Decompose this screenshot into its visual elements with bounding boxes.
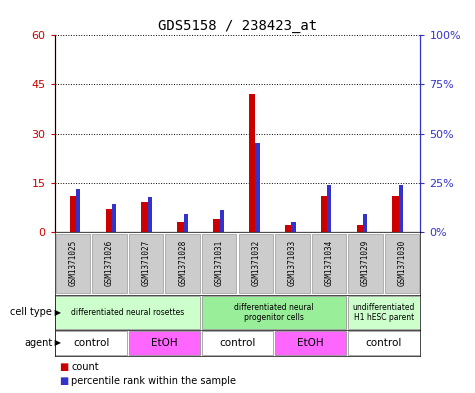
Bar xyxy=(112,204,116,232)
Text: GSM1371027: GSM1371027 xyxy=(142,240,151,286)
Bar xyxy=(291,222,295,232)
Text: GSM1371031: GSM1371031 xyxy=(215,240,224,286)
Bar xyxy=(399,185,403,232)
Bar xyxy=(348,331,419,354)
Bar xyxy=(327,185,332,232)
Bar xyxy=(202,296,346,329)
Bar xyxy=(275,331,346,354)
Bar xyxy=(238,234,273,293)
Bar xyxy=(202,331,273,354)
Bar xyxy=(202,234,237,293)
Title: GDS5158 / 238423_at: GDS5158 / 238423_at xyxy=(158,19,317,33)
Text: control: control xyxy=(219,338,256,348)
Bar xyxy=(184,214,188,232)
Bar xyxy=(275,234,310,293)
Text: control: control xyxy=(73,338,109,348)
Text: ■: ■ xyxy=(59,376,68,386)
Bar xyxy=(312,234,346,293)
Text: differentiated neural
progenitor cells: differentiated neural progenitor cells xyxy=(234,303,314,322)
Bar xyxy=(357,225,363,232)
Bar xyxy=(76,189,80,232)
Text: GSM1371033: GSM1371033 xyxy=(288,240,297,286)
Text: count: count xyxy=(71,362,99,372)
Text: cell type: cell type xyxy=(10,307,52,318)
Bar xyxy=(148,196,152,232)
Bar xyxy=(285,225,291,232)
Text: percentile rank within the sample: percentile rank within the sample xyxy=(71,376,236,386)
Text: control: control xyxy=(366,338,402,348)
Text: GSM1371028: GSM1371028 xyxy=(178,240,187,286)
Text: agent: agent xyxy=(24,338,52,348)
Text: GSM1371029: GSM1371029 xyxy=(361,240,370,286)
Bar xyxy=(249,94,256,232)
Bar xyxy=(177,222,184,232)
Bar xyxy=(56,331,127,354)
Text: ■: ■ xyxy=(59,362,68,372)
Bar xyxy=(56,234,90,293)
Text: EtOH: EtOH xyxy=(297,338,324,348)
Bar xyxy=(142,202,148,232)
Bar xyxy=(129,234,163,293)
Text: GSM1371034: GSM1371034 xyxy=(324,240,333,286)
Text: GSM1371030: GSM1371030 xyxy=(398,240,407,286)
Text: undifferentiated
H1 hESC parent: undifferentiated H1 hESC parent xyxy=(352,303,415,322)
Bar xyxy=(213,219,219,232)
Bar xyxy=(363,214,367,232)
Bar xyxy=(165,234,200,293)
Text: GSM1371032: GSM1371032 xyxy=(251,240,260,286)
Text: ▶: ▶ xyxy=(52,338,61,347)
Bar xyxy=(219,210,224,232)
Bar xyxy=(256,143,260,232)
Bar xyxy=(105,209,112,232)
Bar xyxy=(385,234,419,293)
Bar xyxy=(70,196,76,232)
Text: GSM1371026: GSM1371026 xyxy=(105,240,114,286)
Bar xyxy=(56,296,200,329)
Bar xyxy=(348,296,419,329)
Text: differentiated neural rosettes: differentiated neural rosettes xyxy=(71,308,184,317)
Bar xyxy=(321,196,327,232)
Bar xyxy=(92,234,127,293)
Bar xyxy=(348,234,383,293)
Bar xyxy=(129,331,200,354)
Text: EtOH: EtOH xyxy=(151,338,178,348)
Bar xyxy=(392,196,399,232)
Text: ▶: ▶ xyxy=(52,308,61,317)
Text: GSM1371025: GSM1371025 xyxy=(68,240,77,286)
